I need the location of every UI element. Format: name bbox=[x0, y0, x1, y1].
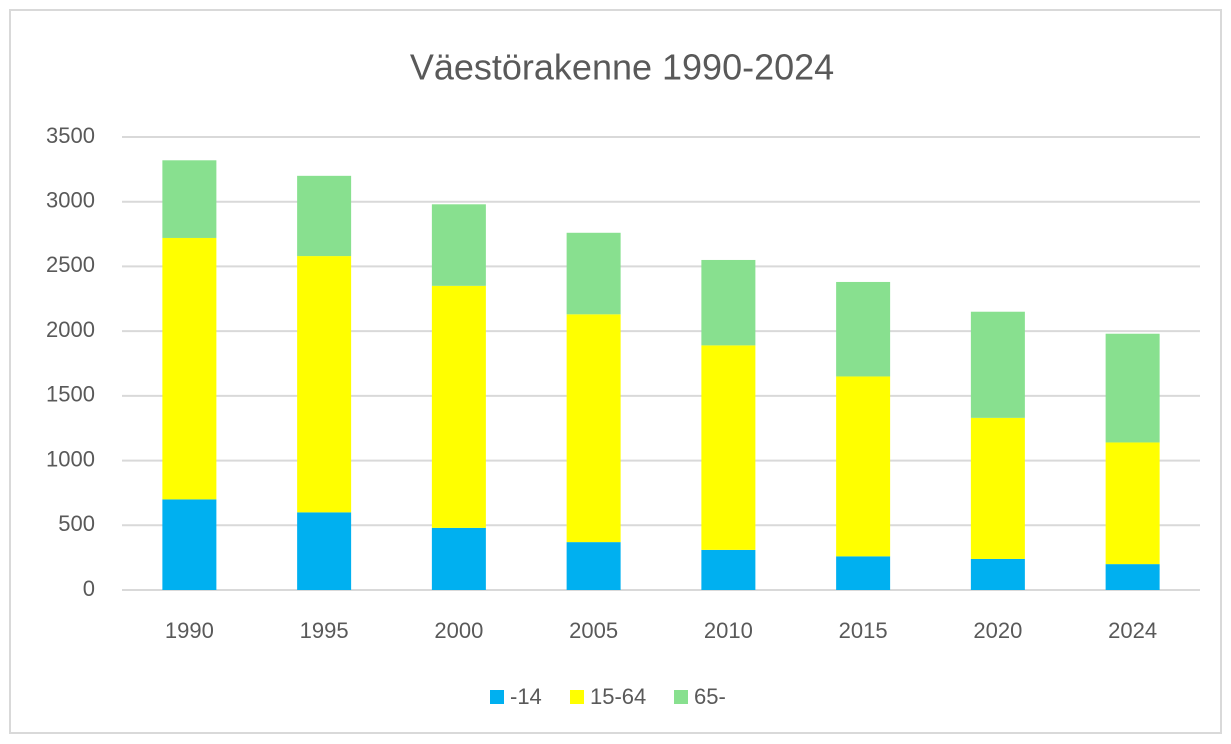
bar-segment bbox=[431, 285, 486, 528]
x-tick-label: 1990 bbox=[165, 618, 214, 643]
bar-segment bbox=[297, 512, 352, 590]
bar-segment bbox=[701, 549, 756, 590]
legend-label: 15-64 bbox=[590, 684, 646, 709]
bar-segment bbox=[701, 259, 756, 346]
bar-segment bbox=[836, 376, 891, 557]
x-tick-label: 2015 bbox=[839, 618, 888, 643]
bar-segment bbox=[162, 499, 217, 590]
y-tick-label: 3500 bbox=[46, 123, 95, 148]
bar-segment bbox=[1105, 333, 1160, 443]
legend-label: 65- bbox=[694, 684, 726, 709]
bar-segment bbox=[297, 175, 352, 257]
bar-segment bbox=[297, 256, 352, 513]
x-tick-label: 2020 bbox=[973, 618, 1022, 643]
legend-swatch bbox=[570, 690, 584, 704]
bar-segment bbox=[836, 556, 891, 590]
y-tick-label: 500 bbox=[58, 511, 95, 536]
bar-segment bbox=[566, 232, 621, 315]
x-tick-label: 2000 bbox=[434, 618, 483, 643]
bar-segment bbox=[970, 558, 1025, 590]
chart-title: Väestörakenne 1990-2024 bbox=[410, 47, 834, 88]
y-tick-label: 2000 bbox=[46, 317, 95, 342]
x-tick-label: 2010 bbox=[704, 618, 753, 643]
x-tick-label: 1995 bbox=[300, 618, 349, 643]
x-tick-label: 2005 bbox=[569, 618, 618, 643]
y-tick-label: 2500 bbox=[46, 252, 95, 277]
bar-segment bbox=[431, 204, 486, 286]
bar-segment bbox=[970, 311, 1025, 418]
bar-segment bbox=[836, 281, 891, 377]
bar-segment bbox=[970, 417, 1025, 559]
y-tick-label: 1500 bbox=[46, 382, 95, 407]
bar-segment bbox=[431, 527, 486, 590]
legend-swatch bbox=[490, 690, 504, 704]
bar-segment bbox=[1105, 564, 1160, 590]
bar-segment bbox=[1105, 442, 1160, 565]
legend-label: -14 bbox=[510, 684, 542, 709]
bar-segment bbox=[566, 314, 621, 543]
x-tick-label: 2024 bbox=[1108, 618, 1157, 643]
bar-segment bbox=[162, 237, 217, 500]
y-tick-label: 1000 bbox=[46, 446, 95, 471]
bar-segment bbox=[566, 542, 621, 590]
y-tick-label: 3000 bbox=[46, 188, 95, 213]
bar-segment bbox=[162, 160, 217, 238]
legend-swatch bbox=[674, 690, 688, 704]
y-tick-label: 0 bbox=[83, 576, 95, 601]
bar-segment bbox=[701, 345, 756, 550]
